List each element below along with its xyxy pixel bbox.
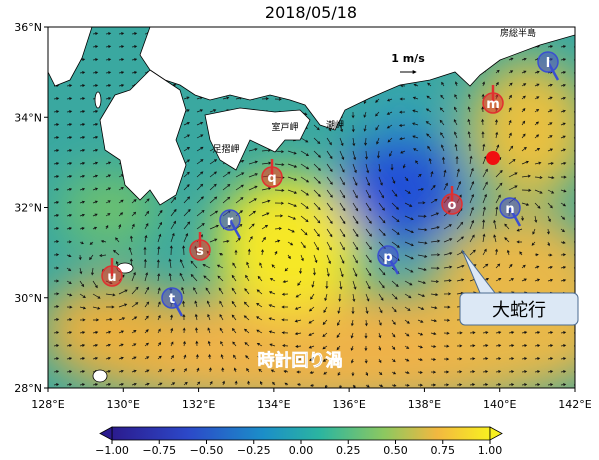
x-tick-label: 132°E — [182, 398, 215, 411]
eddy-marker — [219, 209, 241, 231]
callout-text: 大蛇行 — [492, 300, 546, 321]
callout: 大蛇行 — [459, 249, 579, 326]
y-tick-label: 32°N — [14, 202, 42, 215]
y-tick-label: 30°N — [14, 292, 42, 305]
land — [48, 27, 575, 383]
colorbar-tick-label: 1.00 — [478, 444, 503, 456]
colorbar-extend — [489, 426, 503, 441]
colorbar-tick-label: −1.00 — [95, 444, 129, 456]
y-tick-label: 28°N — [14, 382, 42, 395]
colorbar-tick-label: 0.25 — [336, 444, 361, 456]
title: 2018/05/18 — [265, 3, 357, 22]
eddy-marker-label: p — [383, 250, 392, 265]
eddy-marker — [482, 92, 504, 114]
place-name: 足摺岬 — [212, 143, 239, 155]
eddy-marker-label: n — [505, 202, 514, 217]
eddy-marker — [377, 245, 399, 267]
colorbar — [111, 426, 491, 441]
x-tick-label: 134°E — [257, 398, 290, 411]
eddy-marker-label: t — [169, 292, 175, 307]
red-dot — [486, 151, 500, 165]
eddy-marker-label: m — [486, 97, 500, 112]
colorbar-tick-label: −0.25 — [237, 444, 271, 456]
colorbar-tick-label: 0.75 — [431, 444, 456, 456]
eddy-marker — [189, 239, 211, 261]
eddy-marker — [161, 287, 183, 309]
eddy-marker — [261, 166, 283, 188]
y-tick-label: 34°N — [14, 111, 42, 124]
place-name: 房総半島 — [500, 27, 536, 39]
colorbar-tick-label: −0.50 — [190, 444, 224, 456]
scale-label: 1 m/s — [391, 52, 425, 65]
colorbar-extend — [99, 426, 113, 441]
eddy-marker-label: s — [196, 244, 204, 259]
colorbar-tick-label: 0.00 — [289, 444, 314, 456]
eddy-marker-label: q — [267, 171, 276, 186]
ocean-field — [48, 27, 575, 388]
x-tick-label: 128°E — [31, 398, 64, 411]
place-name: 潮岬 — [326, 119, 344, 131]
x-tick-label: 138°E — [408, 398, 441, 411]
x-tick-label: 140°E — [483, 398, 516, 411]
eddy-marker-label: l — [546, 56, 550, 71]
x-tick-label: 142°E — [558, 398, 591, 411]
colorbar-tick-label: −0.75 — [142, 444, 176, 456]
colorbar-tick-label: 0.50 — [383, 444, 408, 456]
eddy-marker-label: o — [448, 198, 457, 213]
x-tick-label: 130°E — [107, 398, 140, 411]
eddy-marker — [101, 265, 123, 287]
eddy-marker-label: u — [107, 270, 116, 285]
eddy-marker — [441, 193, 463, 215]
place-name: 室戸岬 — [271, 121, 298, 133]
eddy-marker — [537, 51, 559, 73]
eddy-marker — [499, 197, 521, 219]
eddy-marker-label: r — [227, 214, 234, 229]
y-tick-label: 36°N — [14, 21, 42, 34]
eddy-label: 時計回り渦 — [258, 350, 343, 371]
x-tick-label: 136°E — [332, 398, 365, 411]
